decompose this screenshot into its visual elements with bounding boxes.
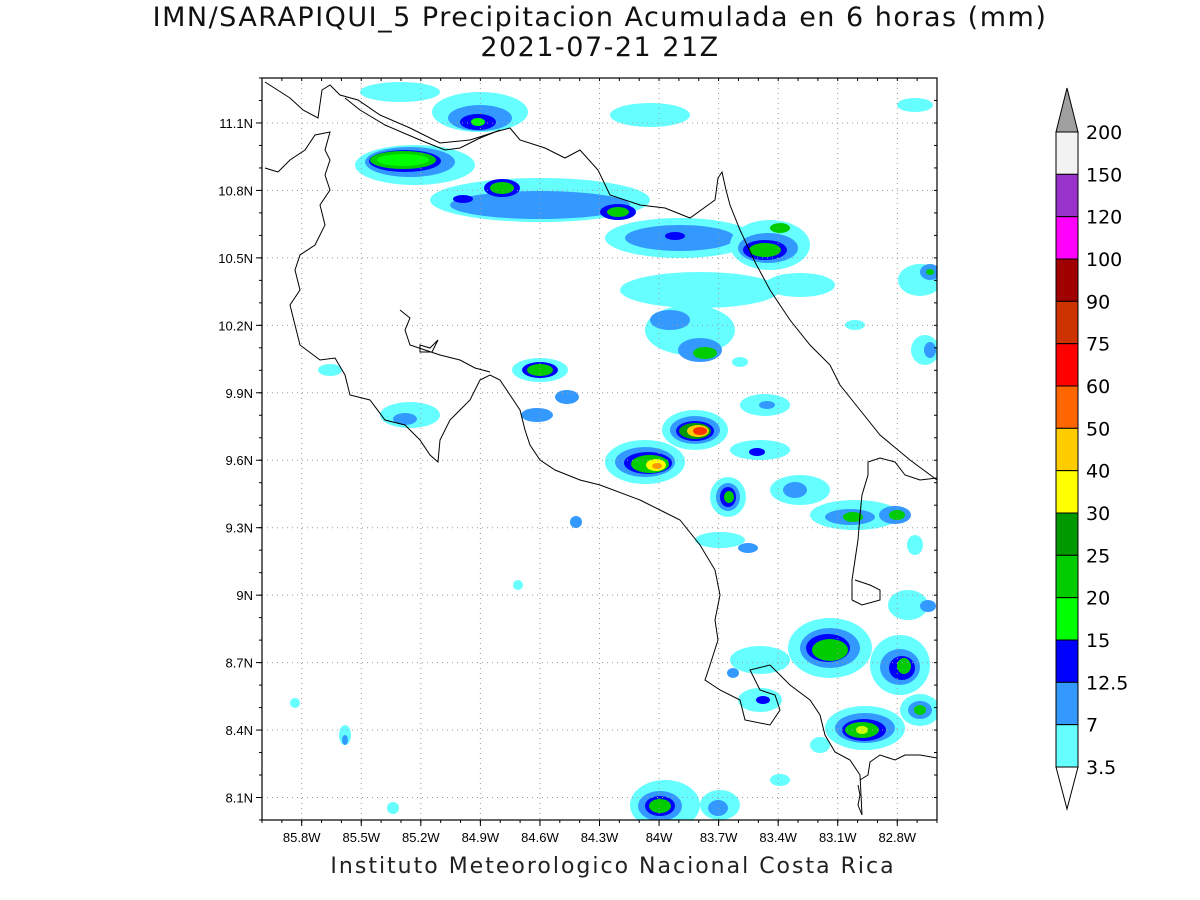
colorbar-band	[1055, 681, 1079, 726]
colorbar-band	[1055, 216, 1079, 260]
colorbar-band	[1055, 427, 1079, 472]
colorbar-label: 30	[1086, 503, 1110, 525]
colorbar-label: 40	[1086, 461, 1110, 483]
colorbar-label: 15	[1086, 630, 1110, 652]
colorbar-label: 7	[1086, 715, 1098, 737]
y-tick-label: 9N	[236, 588, 253, 603]
colorbar-band	[1055, 385, 1079, 429]
x-axis-ticks: 85.8W 85.5W 85.2W 84.9W 84.6W 84.3W 84W 83.7W 83…	[261, 78, 938, 845]
colorbar-band	[1055, 554, 1079, 599]
colorbar-label: 20	[1086, 588, 1110, 610]
colorbar-label: 90	[1086, 291, 1110, 313]
y-axis-ticks: 11.1N 10.8N 10.5N 10.2N 9.9N 9.6N 9.3N 9N 8.7N 8.…	[218, 77, 937, 821]
x-tick-label: 84.6W	[521, 830, 559, 845]
colorbar-band	[1055, 512, 1079, 556]
y-tick-label: 10.8N	[218, 183, 253, 198]
footer-credit: Instituto Meteorologico Nacional Costa R…	[330, 854, 896, 879]
colorbar-label: 200	[1086, 122, 1122, 144]
colorbar-label: 60	[1086, 376, 1110, 398]
colorbar-label: 75	[1086, 334, 1110, 356]
colorbar-label: 50	[1086, 418, 1110, 440]
x-tick-label: 85.8W	[283, 830, 321, 845]
colorbar-band	[1055, 131, 1079, 175]
colorbar-label: 150	[1086, 164, 1122, 186]
x-tick-label: 83.1W	[819, 830, 857, 845]
colorbar-band	[1055, 639, 1079, 683]
rain-cells-south	[290, 590, 937, 820]
y-tick-label: 10.2N	[218, 318, 253, 333]
chart-subtitle-datetime: 2021-07-21 21Z	[480, 32, 720, 63]
colorbar-label: 3.5	[1086, 757, 1116, 779]
colorbar-label: 120	[1086, 207, 1122, 229]
colorbar-top-arrow	[1055, 87, 1079, 133]
colorbar-label: 12.5	[1086, 672, 1128, 694]
colorbar-band	[1055, 258, 1079, 302]
y-tick-label: 10.5N	[218, 251, 253, 266]
y-tick-label: 8.7N	[226, 656, 253, 671]
chart-title: IMN/SARAPIQUI_5 Precipitacion Acumulada …	[152, 2, 1048, 33]
colorbar-band	[1055, 724, 1079, 768]
colorbar-band	[1055, 597, 1079, 641]
colorbar-band	[1055, 343, 1079, 387]
x-tick-label: 84.3W	[581, 830, 619, 845]
colorbar-band	[1055, 173, 1079, 218]
rain-cells-central	[318, 358, 923, 590]
colorbar-legend: 200 150 120 100 90 75 60 50 40 30 25 20 15 12.5 7 3.5	[1055, 87, 1128, 811]
rain-band-north	[355, 82, 937, 367]
x-tick-label: 85.2W	[402, 830, 440, 845]
colorbar-bottom-arrow	[1055, 766, 1079, 811]
x-tick-label: 82.8W	[879, 830, 917, 845]
x-tick-label: 85.5W	[342, 830, 380, 845]
y-tick-label: 9.6N	[226, 453, 253, 468]
y-tick-label: 9.9N	[226, 386, 253, 401]
coastlines-borders	[264, 81, 937, 816]
y-tick-label: 8.4N	[226, 723, 253, 738]
colorbar-band	[1055, 470, 1079, 514]
x-tick-label: 83.7W	[700, 830, 738, 845]
y-tick-label: 11.1N	[219, 116, 253, 131]
y-tick-label: 8.1N	[226, 791, 253, 806]
x-tick-label: 84W	[646, 830, 673, 845]
colorbar-label: 25	[1086, 545, 1110, 567]
x-tick-label: 84.9W	[462, 830, 500, 845]
colorbar-label: 100	[1086, 249, 1122, 271]
precipitation-field	[290, 82, 937, 820]
y-tick-label: 9.3N	[226, 521, 253, 536]
x-tick-label: 83.4W	[759, 830, 797, 845]
colorbar-band	[1055, 300, 1079, 345]
